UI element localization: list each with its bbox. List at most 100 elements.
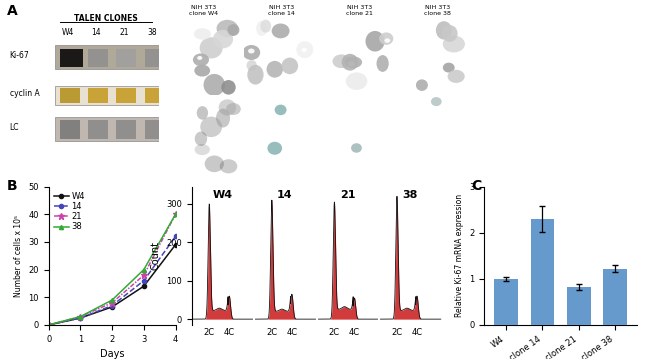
Text: LC: LC	[10, 123, 19, 132]
FancyBboxPatch shape	[60, 50, 83, 67]
Ellipse shape	[213, 30, 233, 48]
Text: Ki-67: Ki-67	[10, 51, 29, 60]
Legend: W4, 14, 21, 38: W4, 14, 21, 38	[53, 191, 86, 232]
14	[140, 279, 148, 283]
FancyBboxPatch shape	[88, 88, 108, 103]
Ellipse shape	[436, 21, 452, 39]
FancyBboxPatch shape	[116, 120, 136, 139]
Ellipse shape	[246, 60, 257, 71]
Text: Ki-67: Ki-67	[246, 166, 260, 171]
Text: Ki-67: Ki-67	[402, 166, 416, 171]
Ellipse shape	[267, 142, 282, 155]
21	[172, 212, 179, 216]
Ellipse shape	[384, 38, 390, 43]
Ellipse shape	[365, 31, 385, 52]
FancyBboxPatch shape	[55, 85, 162, 104]
Ellipse shape	[348, 61, 355, 67]
Y-axis label: Number of cells x 10⁵: Number of cells x 10⁵	[14, 215, 23, 297]
Text: 2C: 2C	[266, 327, 278, 337]
Ellipse shape	[218, 99, 236, 116]
FancyBboxPatch shape	[88, 120, 108, 139]
Ellipse shape	[203, 74, 225, 96]
Text: DNA: DNA	[168, 87, 180, 92]
Text: B: B	[6, 180, 17, 194]
Text: 2C: 2C	[391, 327, 402, 337]
Ellipse shape	[248, 48, 255, 53]
FancyBboxPatch shape	[145, 88, 164, 103]
Title: NIH 3T3
clone 21: NIH 3T3 clone 21	[346, 5, 373, 16]
Ellipse shape	[442, 25, 458, 42]
Ellipse shape	[416, 79, 428, 91]
Text: TALEN CLONES: TALEN CLONES	[74, 14, 138, 23]
Title: NIH 3T3
clone 14: NIH 3T3 clone 14	[268, 5, 295, 16]
Bar	[530, 219, 554, 325]
Ellipse shape	[221, 80, 236, 95]
Ellipse shape	[275, 104, 287, 115]
FancyBboxPatch shape	[60, 88, 80, 103]
Ellipse shape	[205, 155, 224, 172]
Text: 2C: 2C	[203, 327, 215, 337]
Text: 4C: 4C	[224, 327, 235, 337]
21	[140, 273, 148, 277]
Ellipse shape	[256, 21, 267, 36]
Ellipse shape	[296, 41, 313, 58]
38	[172, 212, 179, 216]
Text: W4: W4	[61, 28, 74, 37]
FancyBboxPatch shape	[55, 45, 162, 69]
Text: 4C: 4C	[286, 327, 298, 337]
Bar	[494, 279, 518, 325]
Ellipse shape	[193, 53, 209, 66]
Ellipse shape	[260, 20, 271, 33]
Ellipse shape	[272, 23, 289, 38]
Ellipse shape	[248, 65, 264, 85]
21	[108, 300, 116, 305]
Y-axis label: Count: Count	[151, 241, 161, 270]
Text: DNA: DNA	[246, 87, 258, 92]
Ellipse shape	[333, 55, 350, 68]
Line: W4: W4	[47, 243, 177, 327]
Title: NIH 3T3
clone W4: NIH 3T3 clone W4	[189, 5, 218, 16]
Text: 38: 38	[148, 28, 157, 37]
W4	[45, 323, 53, 327]
14	[77, 316, 85, 320]
Text: DNA: DNA	[402, 87, 414, 92]
Text: A: A	[6, 4, 18, 18]
Text: 14: 14	[91, 28, 101, 37]
Ellipse shape	[227, 24, 239, 36]
Text: 2C: 2C	[329, 327, 340, 337]
Ellipse shape	[346, 73, 367, 90]
21	[77, 314, 85, 319]
Ellipse shape	[302, 48, 307, 52]
FancyBboxPatch shape	[116, 88, 136, 103]
Ellipse shape	[344, 56, 362, 68]
Ellipse shape	[216, 20, 238, 37]
Text: 38: 38	[402, 190, 418, 200]
Ellipse shape	[351, 143, 362, 153]
Ellipse shape	[226, 103, 240, 115]
Y-axis label: Relative Ki-67 mRNA expression: Relative Ki-67 mRNA expression	[454, 194, 463, 317]
FancyBboxPatch shape	[55, 117, 162, 141]
FancyBboxPatch shape	[116, 50, 136, 67]
Ellipse shape	[342, 54, 358, 71]
X-axis label: Days: Days	[100, 349, 124, 359]
FancyBboxPatch shape	[60, 120, 80, 139]
38	[140, 267, 148, 272]
Text: W4: W4	[213, 190, 233, 200]
Ellipse shape	[194, 144, 210, 155]
Ellipse shape	[448, 70, 465, 83]
Text: 21: 21	[120, 28, 129, 37]
21	[45, 323, 53, 327]
Ellipse shape	[220, 159, 237, 173]
Ellipse shape	[443, 36, 465, 52]
Ellipse shape	[376, 55, 389, 72]
38	[45, 323, 53, 327]
Line: 21: 21	[46, 211, 179, 328]
Line: 38: 38	[47, 212, 177, 327]
FancyBboxPatch shape	[145, 50, 164, 67]
Bar	[567, 287, 591, 325]
Text: 14: 14	[277, 190, 292, 200]
Text: 4C: 4C	[349, 327, 360, 337]
Ellipse shape	[216, 109, 230, 127]
W4	[140, 284, 148, 288]
Ellipse shape	[197, 56, 202, 60]
